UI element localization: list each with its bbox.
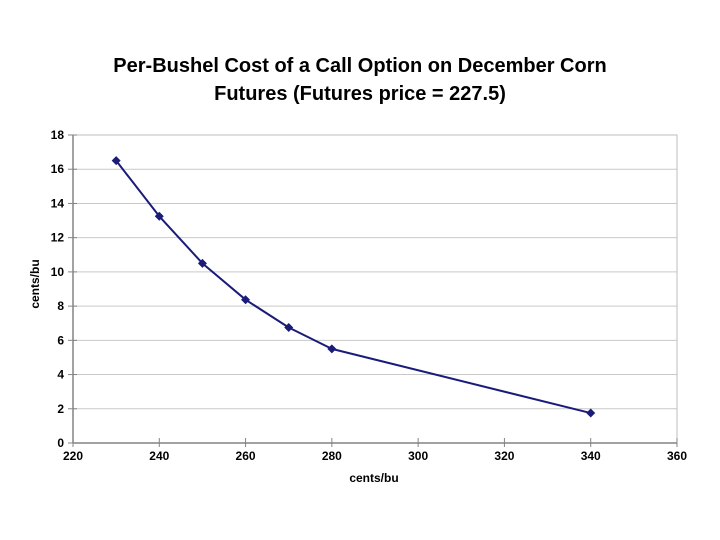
data-point-marker bbox=[241, 295, 251, 305]
y-tick-label: 10 bbox=[51, 265, 65, 279]
chart-title-line2: Futures (Futures price = 227.5) bbox=[214, 83, 506, 105]
y-tick-label: 0 bbox=[57, 436, 64, 450]
data-point-marker bbox=[284, 323, 294, 332]
data-point-marker bbox=[154, 211, 164, 221]
data-point-marker bbox=[197, 258, 207, 268]
y-tick-label: 2 bbox=[57, 402, 64, 416]
x-tick-label: 240 bbox=[149, 449, 169, 463]
y-tick-label: 6 bbox=[57, 333, 64, 347]
y-tick-label: 12 bbox=[51, 231, 65, 245]
x-tick-label: 360 bbox=[667, 449, 687, 463]
plot-border bbox=[72, 134, 678, 444]
data-point-marker bbox=[111, 156, 121, 166]
x-tick-label: 340 bbox=[581, 449, 601, 463]
y-tick-label: 8 bbox=[57, 299, 64, 313]
x-tick-label: 260 bbox=[236, 449, 256, 463]
chart-title: Per-Bushel Cost of a Call Option on Dece… bbox=[0, 52, 720, 108]
x-tick-label: 320 bbox=[494, 449, 514, 463]
x-tick-label: 280 bbox=[322, 449, 342, 463]
data-point-marker bbox=[327, 344, 337, 354]
y-tick-label: 16 bbox=[51, 162, 65, 176]
y-tick-label: 14 bbox=[51, 196, 65, 210]
y-tick-label: 18 bbox=[51, 128, 65, 142]
series-line bbox=[115, 159, 592, 415]
x-tick-label: 220 bbox=[63, 449, 83, 463]
data-point-marker bbox=[586, 408, 596, 418]
x-axis-title: cents/bu bbox=[349, 471, 399, 485]
x-tick-label: 300 bbox=[408, 449, 428, 463]
y-tick-label: 4 bbox=[57, 368, 64, 382]
chart-title-line1: Per-Bushel Cost of a Call Option on Dece… bbox=[113, 55, 607, 77]
